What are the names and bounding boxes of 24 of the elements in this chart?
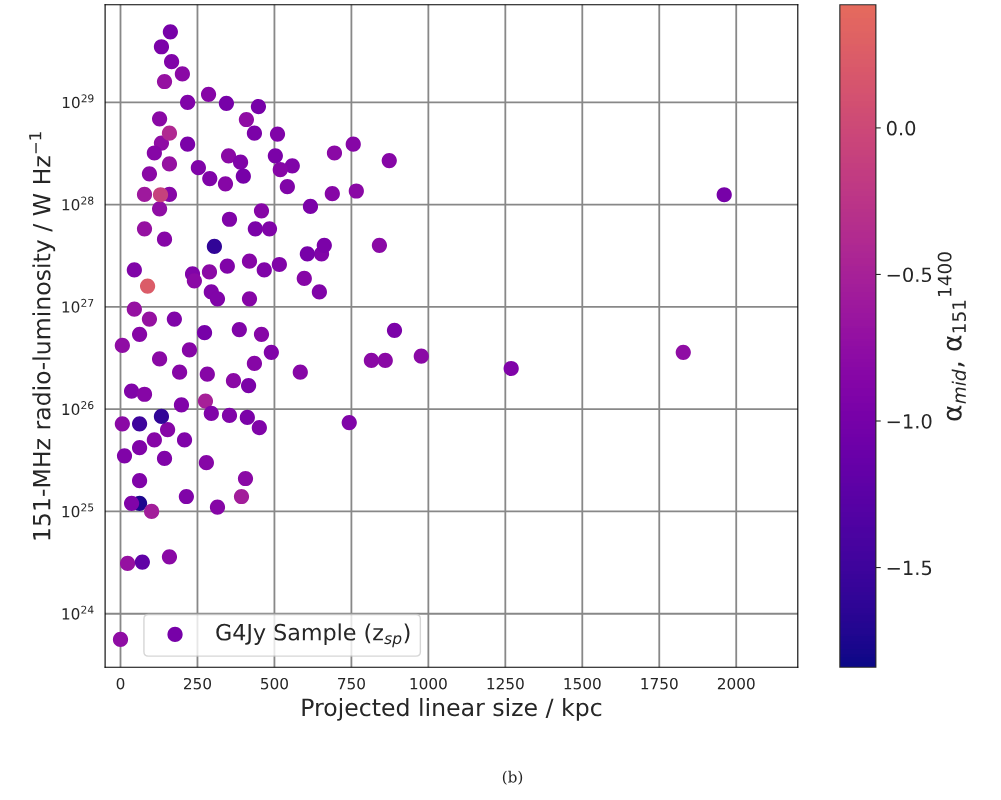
y-tick-label: 10$^{28}$	[62, 196, 94, 211]
x-axis-title: Projected linear size / kpc	[302, 697, 602, 721]
legend-label: G4Jy Sample (z$_{sp}$)	[216, 623, 410, 648]
x-tick-label: 250	[184, 677, 212, 690]
x-tick-label: 2000	[717, 677, 755, 690]
x-tick-label: 750	[338, 677, 365, 690]
x-tick-label: 1500	[564, 677, 601, 690]
x-tick-label: 1750	[641, 677, 678, 690]
color-bar-label: −1.5	[887, 560, 932, 576]
text: (b)	[502, 770, 523, 785]
y-axis-title: 151-MHz radio-luminosity / W Hz$^{−1}$	[29, 132, 56, 540]
y-tick-label: 10$^{25}$	[62, 503, 94, 518]
y-tick-label: 10$^{29}$	[62, 94, 94, 109]
color-bar-title: α$_{mid}$, α$_{151}$$^{1400}$	[937, 252, 967, 421]
color-bar-label: 0.0	[886, 120, 916, 136]
y-tick-label: 10$^{24}$	[62, 605, 94, 620]
color-bar-label: −1.0	[887, 413, 932, 429]
x-tick-label: 0	[116, 677, 125, 690]
color-bar-label: −0.5	[887, 267, 932, 283]
y-tick-label: 10$^{26}$	[62, 401, 94, 416]
y-tick-label: 10$^{27}$	[62, 298, 94, 313]
x-tick-label: 500	[261, 677, 288, 690]
x-tick-label: 1250	[487, 677, 524, 690]
x-tick-label: 1000	[410, 677, 447, 690]
